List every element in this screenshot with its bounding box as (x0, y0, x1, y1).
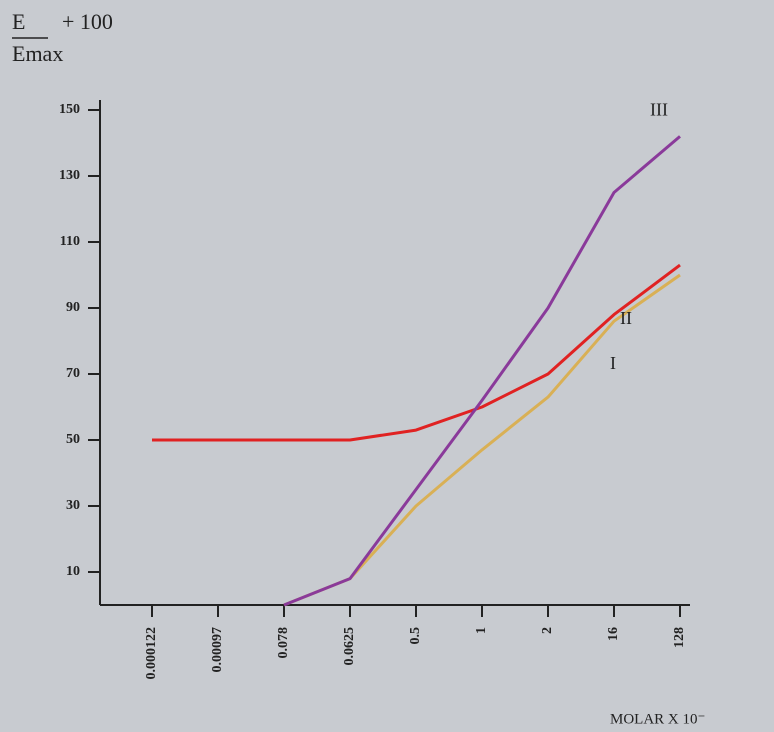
y-tick-label: 90 (66, 300, 80, 315)
x-tick-label: 2 (540, 627, 555, 634)
series-line (283, 135, 681, 607)
y-label-numerator: E (12, 9, 25, 34)
x-tick-label: 16 (606, 627, 621, 641)
series-line (152, 263, 681, 442)
x-tick-label: 128 (672, 627, 687, 648)
series-label: I (610, 353, 616, 373)
y-label-operator: + 100 (62, 9, 113, 34)
x-tick-label: 1 (474, 627, 489, 634)
y-tick-label: 150 (59, 102, 80, 117)
series-label: III (650, 100, 668, 120)
x-axis-label: MOLAR X 10⁻ (610, 711, 705, 727)
x-tick-label: 0.00097 (210, 627, 225, 673)
x-tick-label: 0.000122 (144, 627, 159, 680)
y-tick-label: 50 (66, 432, 80, 447)
series-label: II (620, 308, 632, 328)
x-tick-label: 0.5 (408, 627, 423, 645)
y-tick-label: 130 (59, 168, 80, 183)
x-tick-label: 0.0625 (342, 627, 357, 666)
y-tick-label: 110 (60, 234, 80, 249)
y-tick-label: 10 (66, 564, 80, 579)
x-tick-label: 0.078 (276, 627, 291, 659)
y-label-denominator: Emax (12, 41, 63, 66)
y-tick-label: 30 (66, 498, 80, 513)
y-tick-label: 70 (66, 366, 80, 381)
